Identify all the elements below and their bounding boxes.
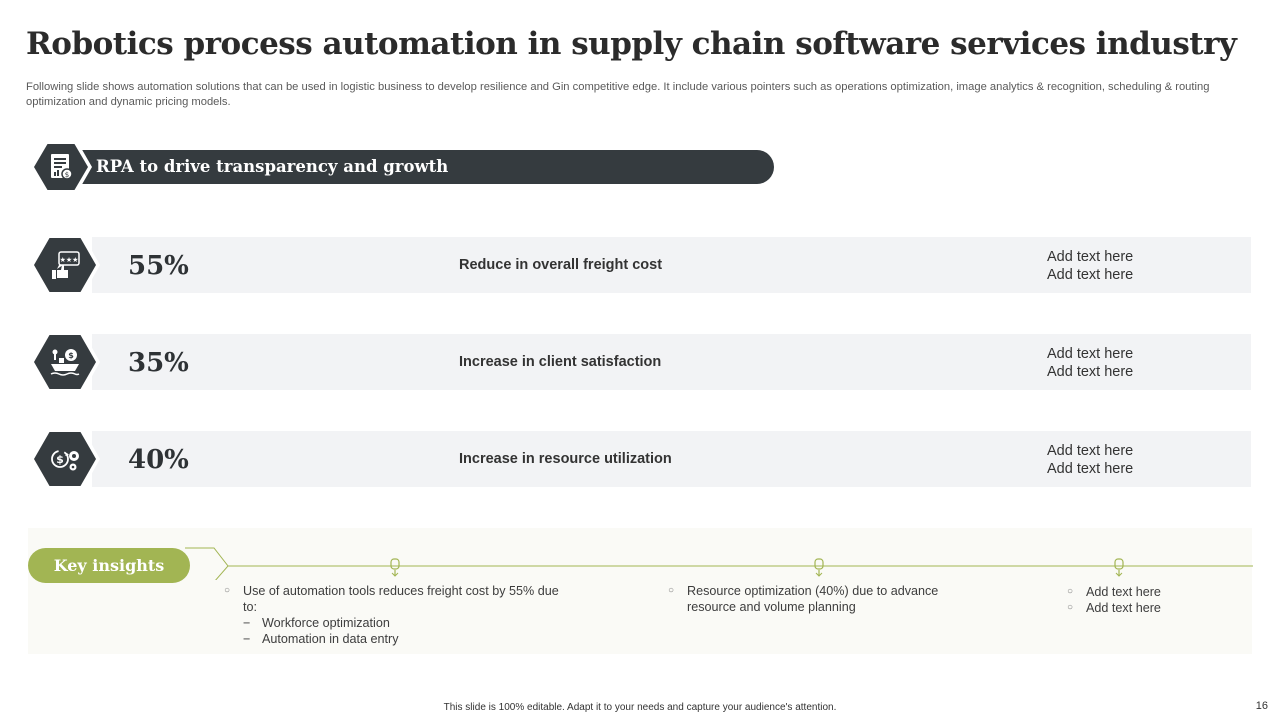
- stat-note-line: Add text here: [1047, 443, 1134, 459]
- banner-label: RPA to drive transparency and growth: [96, 157, 449, 176]
- stat-row-3: [92, 431, 1251, 487]
- report-document-icon: $: [51, 154, 73, 180]
- insight-column-3: Add text here Add text here: [1067, 584, 1227, 616]
- stat-note: Add text here Add text here: [1047, 442, 1133, 478]
- timeline-marker-3: [1114, 558, 1124, 577]
- svg-text:$: $: [65, 171, 69, 179]
- timeline-chevron: [185, 547, 229, 580]
- insight-column-2: Resource optimization (40%) due to advan…: [668, 583, 968, 615]
- slide-subtitle: Following slide shows automation solutio…: [26, 81, 1210, 108]
- insight-sub-bullet: Automation in data entry: [224, 631, 564, 647]
- stat-note-line: Add text here: [1047, 346, 1134, 362]
- svg-text:$: $: [56, 453, 64, 466]
- stat-label: Increase in client satisfaction: [459, 354, 662, 370]
- stat-note-line: Add text here: [1047, 249, 1134, 265]
- stat-note-line: Add text here: [1047, 364, 1134, 380]
- stat-percent: 40%: [128, 445, 189, 475]
- thumbs-up-rating-icon: ★★★: [52, 251, 80, 279]
- insight-sub-bullet: Workforce optimization: [224, 615, 564, 631]
- insight-bullet: Add text here: [1067, 584, 1227, 600]
- insight-bullet: Add text here: [1067, 600, 1227, 616]
- banner-bar: [70, 150, 774, 184]
- stat-row-1-hex: ★★★: [30, 234, 100, 296]
- stat-label: Reduce in overall freight cost: [459, 257, 663, 273]
- stat-percent: 35%: [128, 348, 189, 378]
- slide-title: Robotics process automation in supply ch…: [26, 26, 1237, 62]
- svg-text:★★★: ★★★: [60, 256, 79, 264]
- stat-percent: 55%: [128, 251, 189, 281]
- timeline-marker-2: [814, 558, 824, 577]
- footer-note: This slide is 100% editable. Adapt it to…: [443, 702, 837, 713]
- stat-label: Increase in resource utilization: [459, 451, 672, 467]
- svg-text:$: $: [68, 351, 74, 360]
- stat-row-1: [92, 237, 1251, 293]
- stat-note: Add text here Add text here: [1047, 248, 1133, 284]
- stat-note-line: Add text here: [1047, 461, 1134, 477]
- insights-timeline: [185, 547, 1253, 580]
- page-number: 16: [1255, 700, 1268, 712]
- dollar-gear-icon: $: [51, 450, 79, 471]
- insight-bullet: Resource optimization (40%) due to advan…: [668, 583, 968, 615]
- stat-note: Add text here Add text here: [1047, 345, 1133, 381]
- stat-note-line: Add text here: [1047, 267, 1134, 283]
- banner-hex: $: [30, 140, 92, 194]
- stat-row-2: [92, 334, 1251, 390]
- insight-bullet: Use of automation tools reduces freight …: [224, 583, 564, 615]
- timeline-marker-1: [390, 558, 400, 577]
- insight-column-1: Use of automation tools reduces freight …: [224, 583, 564, 647]
- stat-row-3-hex: $: [30, 428, 100, 490]
- key-insights-label: Key insights: [28, 548, 190, 583]
- stat-row-2-hex: $: [30, 331, 100, 393]
- ship-dollar-icon: $: [50, 349, 80, 376]
